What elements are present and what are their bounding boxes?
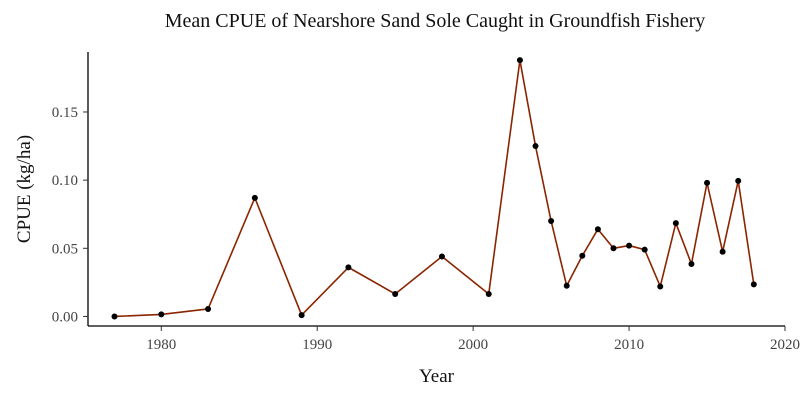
y-tick-label: 0.00 <box>52 309 78 325</box>
data-point <box>688 260 695 267</box>
series-line <box>114 59 755 318</box>
data-point <box>111 313 118 320</box>
data-point <box>672 220 679 227</box>
data-point <box>485 290 492 297</box>
data-point <box>392 290 399 297</box>
data-point <box>657 283 664 290</box>
data-point <box>438 253 445 260</box>
x-tick-label: 1990 <box>302 337 332 353</box>
data-point <box>205 305 212 312</box>
chart-title: Mean CPUE of Nearshore Sand Sole Caught … <box>164 10 706 32</box>
data-point <box>610 245 617 252</box>
data-point <box>594 226 601 233</box>
x-tick-label: 2000 <box>458 337 488 353</box>
data-point <box>579 252 586 259</box>
y-tick-label: 0.10 <box>52 173 78 189</box>
axes: 1980 1990 2000 2010 2020 0.00 0.05 0.10 0.15 <box>52 52 800 353</box>
data-point <box>345 264 352 271</box>
data-point <box>626 242 633 249</box>
y-tick-label: 0.05 <box>52 241 78 257</box>
data-point <box>251 194 258 201</box>
data-series <box>111 57 757 320</box>
x-tick-label: 2020 <box>770 337 800 353</box>
y-tick-label: 0.15 <box>52 105 78 121</box>
data-point <box>158 311 165 318</box>
data-point <box>548 218 555 225</box>
data-point <box>750 281 757 288</box>
data-point <box>704 179 711 186</box>
x-tick-label: 1980 <box>146 337 176 353</box>
data-point <box>719 248 726 255</box>
data-point <box>735 177 742 184</box>
data-point <box>298 312 305 319</box>
x-axis-title: Year <box>419 366 455 387</box>
data-point <box>532 143 539 150</box>
y-axis-title: CPUE (kg/ha) <box>14 135 35 243</box>
data-point <box>516 57 523 64</box>
data-point <box>563 282 570 289</box>
data-point <box>641 246 648 253</box>
x-tick-label: 2010 <box>614 337 644 353</box>
